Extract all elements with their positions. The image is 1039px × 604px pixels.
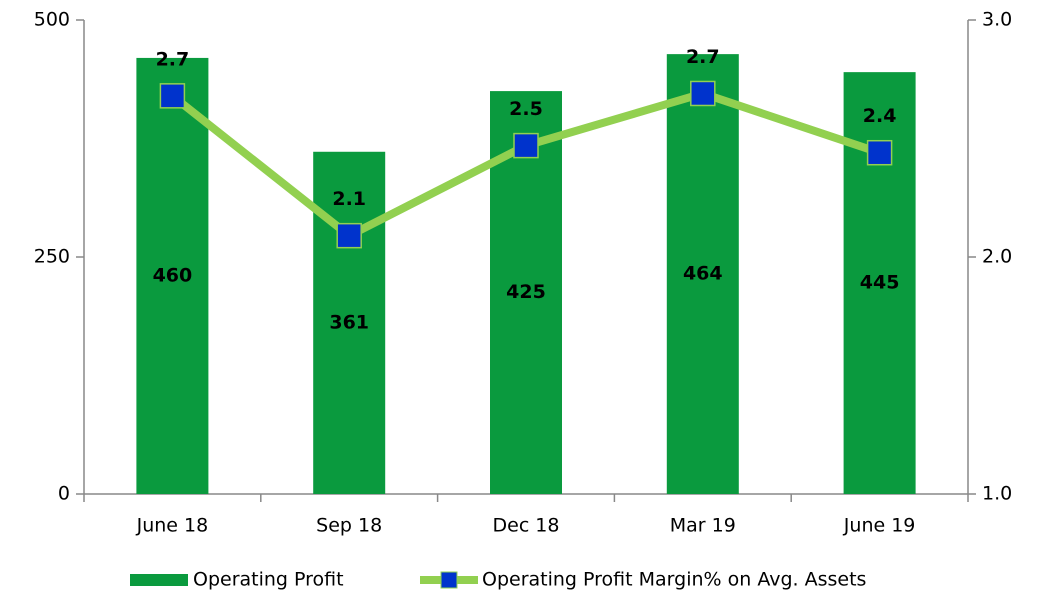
bar bbox=[666, 54, 739, 495]
bar-value-label: 425 bbox=[506, 281, 546, 303]
bar-value-label: 464 bbox=[683, 263, 723, 285]
marker bbox=[513, 132, 539, 159]
legend-swatch bbox=[130, 574, 188, 586]
bar-value-label: 361 bbox=[329, 311, 369, 333]
marker bbox=[336, 222, 362, 249]
line-value-label: 2.7 bbox=[686, 46, 720, 68]
y2-tick-label: 2.0 bbox=[982, 246, 1012, 268]
y2-tick-label: 1.0 bbox=[982, 483, 1012, 505]
legend-label: Operating Profit bbox=[193, 569, 344, 591]
x-tick-label: Dec 18 bbox=[493, 515, 560, 537]
y2-tick-label: 3.0 bbox=[982, 9, 1012, 31]
x-tick-label: June 19 bbox=[843, 515, 916, 537]
marker bbox=[866, 139, 893, 166]
bar bbox=[136, 57, 209, 495]
legend-marker bbox=[440, 571, 458, 589]
x-tick-label: Sep 18 bbox=[316, 515, 382, 537]
line-value-label: 2.4 bbox=[863, 105, 897, 127]
bar bbox=[313, 151, 386, 494]
line-value-label: 2.5 bbox=[509, 98, 543, 120]
y-tick-label: 500 bbox=[34, 9, 70, 31]
bar-value-label: 460 bbox=[153, 264, 193, 286]
line-value-label: 2.7 bbox=[156, 48, 190, 70]
legend-label: Operating Profit Margin% on Avg. Assets bbox=[482, 569, 866, 591]
bar-value-label: 445 bbox=[860, 272, 900, 294]
x-tick-label: June 18 bbox=[136, 515, 209, 537]
marker bbox=[690, 80, 716, 107]
marker bbox=[159, 83, 186, 109]
y-tick-label: 250 bbox=[34, 246, 70, 268]
y-tick-label: 0 bbox=[58, 483, 70, 505]
x-tick-label: Mar 19 bbox=[670, 515, 736, 537]
line-value-label: 2.1 bbox=[332, 188, 366, 210]
